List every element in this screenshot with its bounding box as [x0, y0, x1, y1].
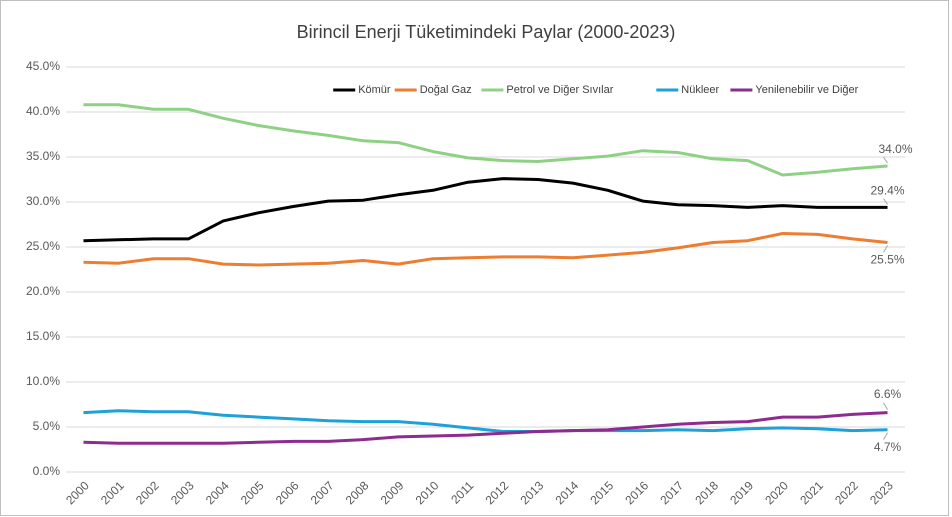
data-label: 29.4% [871, 184, 905, 198]
label-leader [883, 432, 888, 440]
label-leader [883, 402, 888, 410]
series-line [83, 411, 888, 445]
y-tick-label: 30.0% [26, 194, 60, 208]
legend-label: Doğal Gaz [420, 84, 472, 96]
y-tick-label: 10.0% [26, 374, 60, 388]
legend-label: Nükleer [681, 84, 719, 96]
y-tick-label: 20.0% [26, 284, 60, 298]
data-label: 25.5% [871, 253, 905, 267]
legend-label: Petrol ve Diğer Sıvılar [506, 84, 613, 96]
data-label: 34.0% [879, 142, 913, 156]
data-label: 4.7% [874, 440, 902, 454]
chart-title: Birincil Enerji Tüketimindeki Paylar (20… [297, 22, 676, 42]
y-tick-label: 0.0% [33, 464, 61, 478]
y-tick-label: 40.0% [26, 104, 60, 118]
series-line [83, 232, 888, 267]
y-tick-label: 25.0% [26, 239, 60, 253]
y-tick-label: 15.0% [26, 329, 60, 343]
legend-label: Kömür [358, 84, 391, 96]
data-label: 6.6% [874, 387, 902, 401]
series-line [83, 409, 888, 433]
y-tick-label: 45.0% [26, 59, 60, 73]
series-line [83, 103, 888, 177]
label-leader [883, 156, 888, 164]
y-tick-label: 5.0% [33, 419, 61, 433]
y-tick-label: 35.0% [26, 149, 60, 163]
series-line [83, 177, 888, 243]
label-leader [883, 245, 888, 253]
label-leader [883, 198, 888, 205]
legend-label: Yenilenebilir ve Diğer [755, 84, 858, 96]
